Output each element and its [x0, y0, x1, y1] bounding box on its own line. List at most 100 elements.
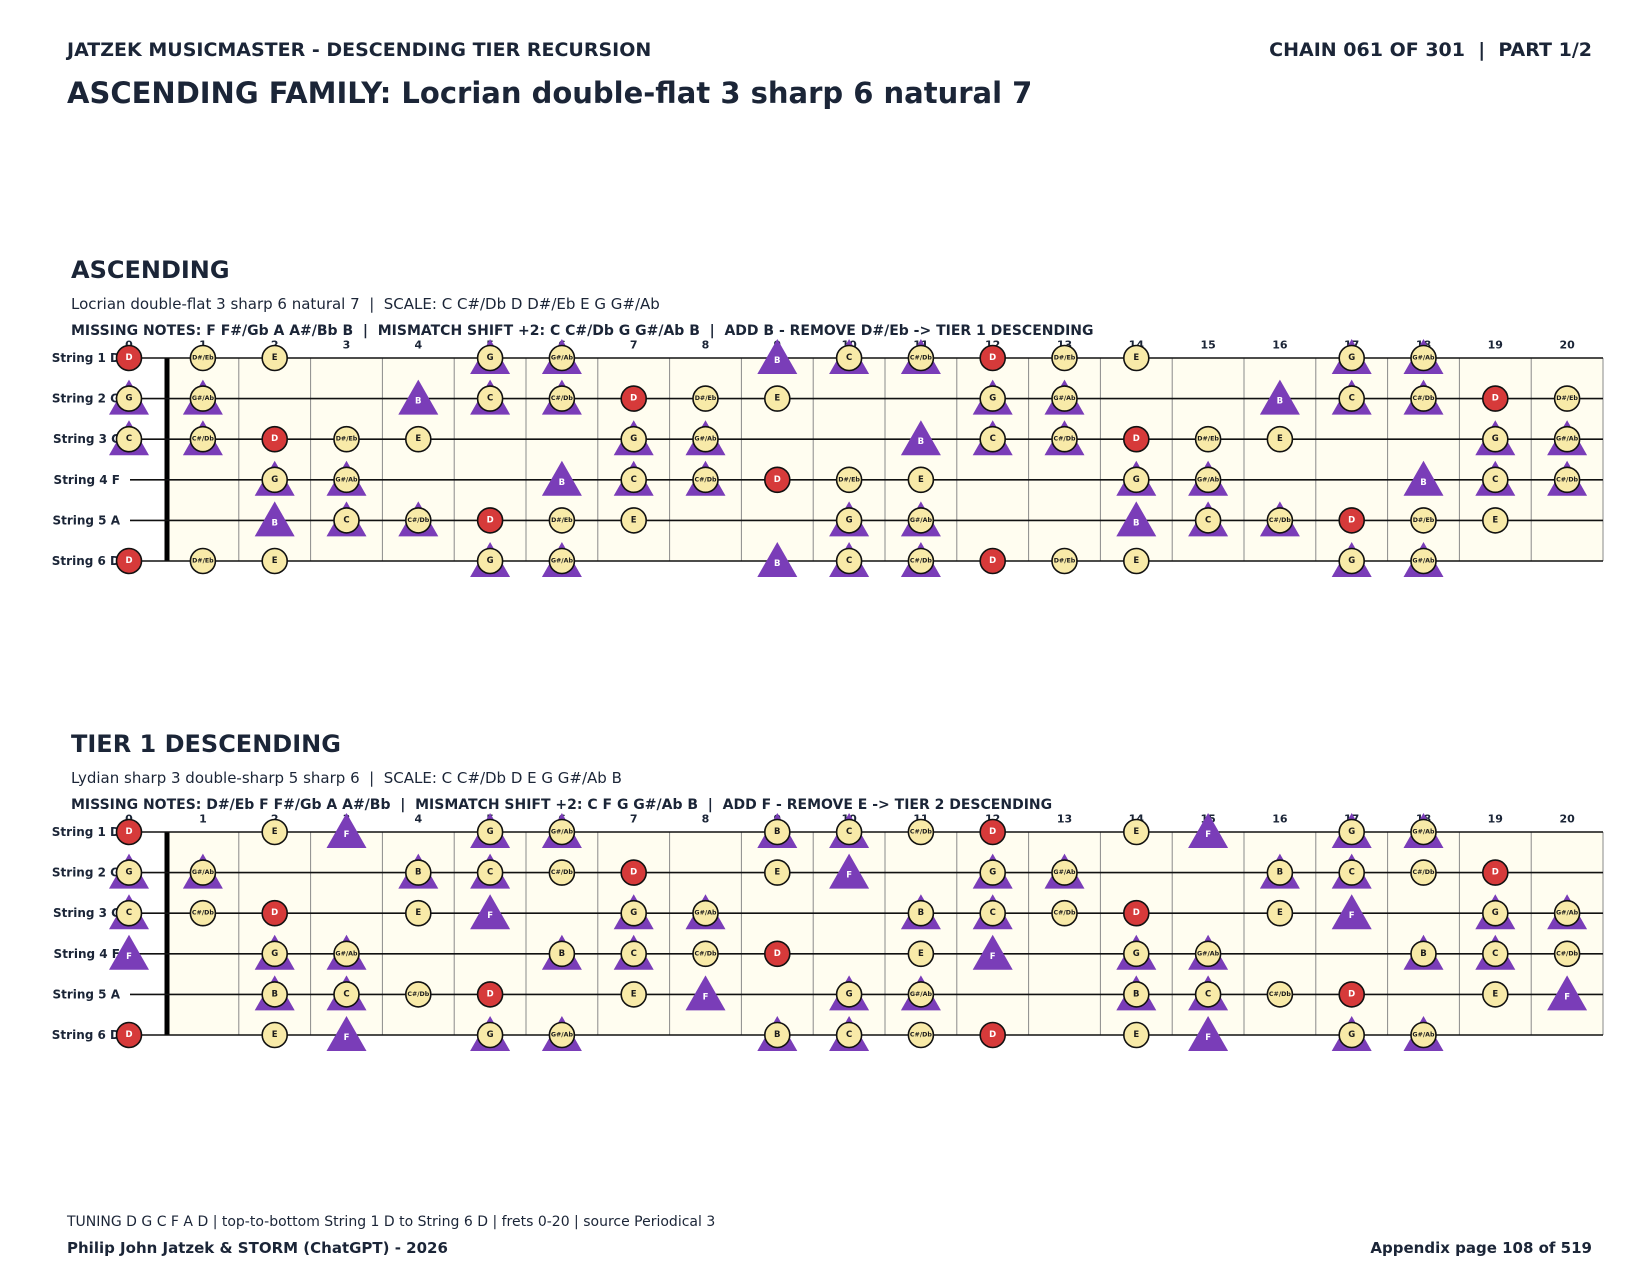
marker-label: G#/Ab: [1412, 355, 1435, 362]
shift-triangle: [1188, 1016, 1229, 1051]
note-circle: [620, 507, 648, 534]
root-circle: [763, 466, 791, 494]
marker-label: G: [846, 515, 853, 525]
marker-label: B: [1277, 868, 1283, 878]
note-marker: C#/Db: [1410, 859, 1437, 886]
marker-label: E: [918, 949, 924, 959]
note-marker: C#/Db: [189, 899, 217, 927]
string-label: String 5 A: [52, 513, 120, 527]
note-marker: G#/Ab: [541, 813, 582, 848]
note-circle: [979, 425, 1007, 453]
note-marker: C: [1475, 934, 1516, 970]
note-marker: C#/Db: [1266, 981, 1294, 1008]
note-marker: D: [261, 899, 289, 927]
note-marker: G: [613, 420, 654, 456]
marker-label: D#/Eb: [192, 355, 214, 362]
note-marker: E: [907, 466, 935, 494]
fret-number: 20: [1559, 339, 1575, 352]
note-circle: [979, 899, 1007, 927]
marker-label: C#/Db: [407, 991, 429, 998]
note-circle: [548, 385, 576, 412]
note-marker: G: [1331, 813, 1372, 848]
note-circle: [1051, 899, 1078, 927]
note-marker: G#/Ab: [1403, 813, 1444, 848]
marker-label: F: [1349, 911, 1355, 921]
note-marker: D: [1338, 507, 1365, 534]
note-circle: [548, 344, 576, 372]
marker-label: G#/Ab: [192, 869, 215, 876]
note-circle: [1410, 818, 1437, 846]
note-circle: [1266, 981, 1294, 1008]
shift-triangle: [470, 894, 511, 930]
marker-label: G: [1492, 434, 1499, 444]
note-marker: G#/Ab: [1044, 853, 1085, 889]
note-marker: G: [470, 339, 511, 374]
marker-label: D#/Eb: [1054, 558, 1076, 565]
marker-label: G#/Ab: [335, 476, 358, 483]
marker-label: B: [774, 827, 780, 837]
note-circle: [835, 981, 863, 1008]
note-circle: [620, 466, 648, 494]
marker-label: D: [271, 434, 278, 444]
note-circle: [907, 507, 935, 534]
note-circle: [1123, 940, 1150, 968]
marker-label: B: [415, 868, 421, 878]
marker-label: D: [989, 827, 996, 837]
note-circle: [692, 940, 719, 968]
note-marker: G: [829, 975, 870, 1011]
string-label: String 3 C: [53, 906, 120, 920]
note-circle: [907, 899, 935, 927]
marker-label: D#/Eb: [1556, 395, 1578, 402]
marker-label: B: [559, 949, 565, 959]
note-marker: D#/Eb: [1051, 344, 1078, 372]
note-circle: [261, 466, 289, 494]
note-marker: G: [972, 853, 1013, 889]
note-marker: G#/Ab: [182, 853, 223, 889]
shift-triangle: [1259, 379, 1300, 415]
marker-label: E: [1133, 1030, 1139, 1040]
footer-credit: Philip John Jatzek & STORM (ChatGPT) - 2…: [67, 1239, 448, 1257]
note-marker: C: [109, 894, 149, 930]
note-marker: F: [1547, 975, 1588, 1011]
root-circle: [979, 547, 1007, 575]
marker-label: B: [774, 1030, 780, 1040]
note-marker: G: [1331, 542, 1372, 577]
note-marker: F: [326, 813, 367, 848]
note-marker: G#/Ab: [182, 379, 223, 415]
shift-triangle: [685, 975, 726, 1011]
marker-label: C#/Db: [695, 476, 717, 483]
note-circle: [476, 818, 504, 846]
marker-label: G: [1133, 949, 1140, 959]
shift-triangle: [900, 420, 941, 456]
note-marker: C: [829, 1016, 870, 1051]
marker-label: D#/Eb: [336, 436, 358, 443]
note-circle: [1338, 859, 1365, 886]
marker-label: B: [1420, 478, 1426, 488]
note-marker: C#/Db: [1547, 460, 1588, 496]
note-circle: [1553, 385, 1581, 412]
marker-label: E: [918, 475, 924, 485]
note-marker: E: [404, 425, 432, 453]
note-marker: G: [109, 853, 149, 889]
marker-label: D: [1133, 434, 1140, 444]
marker-label: G: [846, 989, 853, 999]
note-marker: D: [620, 385, 648, 412]
note-circle: [115, 859, 143, 886]
root-circle: [115, 818, 143, 846]
note-marker: F: [1188, 813, 1229, 848]
note-marker: C#/Db: [900, 542, 941, 577]
note-circle: [548, 940, 576, 968]
note-marker: D: [763, 466, 791, 494]
note-circle: [476, 859, 504, 886]
note-marker: C#/Db: [907, 1021, 935, 1049]
note-marker: B: [900, 420, 941, 456]
fret-number: 8: [702, 339, 710, 352]
marker-label: C: [846, 827, 852, 837]
note-marker: D: [979, 547, 1007, 575]
marker-label: C#/Db: [1054, 436, 1076, 443]
note-circle: [1338, 1021, 1365, 1049]
note-marker: D#/Eb: [1553, 385, 1581, 412]
string-label: String 6 D: [52, 1028, 120, 1042]
note-marker: D: [261, 425, 289, 453]
